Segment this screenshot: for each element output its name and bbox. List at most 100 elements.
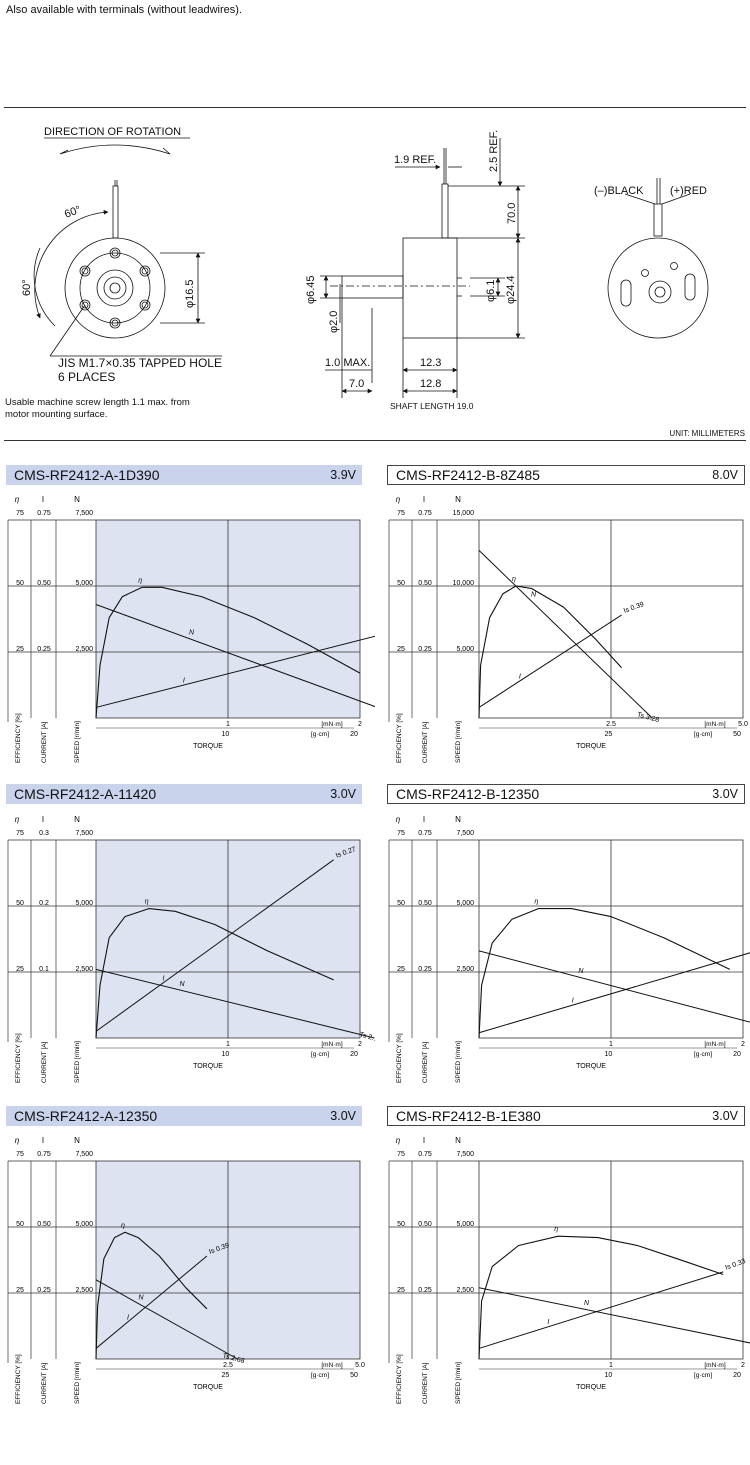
efficiency-axis-title: EFFICIENCY [%] <box>396 1033 403 1083</box>
efficiency-curve-label: η <box>145 899 149 906</box>
gcm-tick: 10 <box>221 731 229 738</box>
gcm-tick: 20 <box>733 1372 741 1379</box>
current-symbol: I <box>42 815 44 824</box>
characteristics-chart-3: η I N 75 0.3 7,500 50 0.2 5,000 25 0.1 2,500 EFFICIE… <box>7 815 375 1083</box>
speed-symbol: N <box>455 495 461 504</box>
eta-symbol: η <box>396 1136 401 1145</box>
direction-label: DIRECTION OF ROTATION <box>44 126 181 138</box>
mnm-tick: 1 <box>609 1362 613 1369</box>
mnm-unit: [mN·m] <box>321 1362 342 1369</box>
angle-left-label: 60° <box>21 279 33 296</box>
speed-line <box>478 950 750 1023</box>
efficiency-curve-label: η <box>534 899 538 906</box>
speed-line-label: N <box>531 592 537 599</box>
gcm-unit: [g·cm] <box>694 1372 712 1379</box>
speed-tick: 5,000 <box>75 900 93 907</box>
speed-axis-title: SPEED [r/min] <box>74 1362 81 1404</box>
efficiency-tick: 50 <box>16 1221 24 1228</box>
black-lead-label: (–)BLACK <box>594 185 644 197</box>
speed-tick: 2,500 <box>75 646 93 653</box>
speed-symbol: N <box>74 495 80 504</box>
gcm-unit: [g·cm] <box>311 1051 329 1058</box>
efficiency-tick: 25 <box>397 646 405 653</box>
efficiency-tick: 75 <box>397 1151 405 1158</box>
current-line <box>95 1255 208 1349</box>
voltage: 8.0V <box>712 468 738 482</box>
mnm-tick: 1 <box>226 1041 230 1048</box>
efficiency-curve <box>95 908 334 1039</box>
efficiency-tick: 25 <box>397 966 405 973</box>
efficiency-tick: 50 <box>397 1221 405 1228</box>
panel-header-6: CMS-RF2412-B-1E380 3.0V <box>387 1106 745 1126</box>
speed-axis-title: SPEED [r/min] <box>455 1041 462 1083</box>
speed-tick: 7,500 <box>75 830 93 837</box>
dim-6-1-label: φ6.1 <box>485 280 497 302</box>
efficiency-tick: 25 <box>16 966 24 973</box>
ref-2-5-label: 2.5 REF. <box>488 130 500 172</box>
red-lead-label: (+)RED <box>670 185 707 197</box>
torque-axis-title: TORQUE <box>576 1063 606 1070</box>
model-name: CMS-RF2412-A-1D390 <box>14 467 160 483</box>
voltage: 3.9V <box>330 468 356 482</box>
current-tick: 0.75 <box>418 1151 432 1158</box>
efficiency-tick: 25 <box>16 646 24 653</box>
current-tick: 0.50 <box>418 580 432 587</box>
current-tick: 0.50 <box>37 580 51 587</box>
current-axis-title: CURRENT [A] <box>422 721 429 763</box>
voltage: 3.0V <box>712 787 738 801</box>
gcm-tick: 10 <box>604 1051 612 1058</box>
efficiency-axis-title: EFFICIENCY [%] <box>15 1354 22 1404</box>
speed-axis-title: SPEED [r/min] <box>74 1041 81 1083</box>
speed-tick: 2,500 <box>75 966 93 973</box>
efficiency-tick: 50 <box>16 900 24 907</box>
current-axis-title: CURRENT [A] <box>422 1362 429 1404</box>
ref-1-9-label: 1.9 REF. <box>394 154 436 166</box>
mnm-unit: [mN·m] <box>321 721 342 728</box>
speed-line <box>95 968 375 1039</box>
current-tick: 0.50 <box>37 1221 51 1228</box>
current-tick: 0.75 <box>418 830 432 837</box>
mnm-tick: 2.5 <box>606 721 616 728</box>
eta-symbol: η <box>396 495 401 504</box>
model-name: CMS-RF2412-A-11420 <box>14 786 157 802</box>
speed-tick: 7,500 <box>456 830 474 837</box>
speed-symbol: N <box>455 815 461 824</box>
current-tick: 0.25 <box>418 646 432 653</box>
dim-2-0-label: φ2.0 <box>328 311 340 333</box>
efficiency-tick: 75 <box>16 510 24 517</box>
current-line-label: I <box>572 997 574 1004</box>
gcm-unit: [g·cm] <box>694 731 712 738</box>
current-line <box>95 635 375 708</box>
current-axis-title: CURRENT [A] <box>422 1041 429 1083</box>
torque-axis-title: TORQUE <box>576 743 606 750</box>
speed-axis-title: SPEED [r/min] <box>74 721 81 763</box>
mnm-tick: 5.0 <box>355 1362 365 1369</box>
current-tick: 0.75 <box>37 1151 51 1158</box>
efficiency-curve-label: η <box>554 1226 558 1233</box>
model-name: CMS-RF2412-B-1E380 <box>396 1108 541 1124</box>
current-tick: 0.75 <box>418 510 432 517</box>
gcm-tick: 25 <box>221 1372 229 1379</box>
voltage: 3.0V <box>330 787 356 801</box>
eta-symbol: η <box>15 495 20 504</box>
speed-line <box>478 550 653 719</box>
mnm-tick: 2 <box>358 721 362 728</box>
current-line <box>478 952 750 1034</box>
speed-line-label: N <box>578 968 584 975</box>
mnm-unit: [mN·m] <box>704 721 725 728</box>
speed-tick: 5,000 <box>456 646 474 653</box>
dia-16-5-label: φ16.5 <box>184 279 196 308</box>
efficiency-axis-title: EFFICIENCY [%] <box>15 1033 22 1083</box>
top-note: Also available with terminals (without l… <box>6 4 242 16</box>
current-symbol: I <box>423 495 425 504</box>
speed-tick: 7,500 <box>456 1151 474 1158</box>
speed-line <box>95 1279 238 1360</box>
dim-12-3-label: 12.3 <box>420 357 441 369</box>
mnm-unit: [mN·m] <box>321 1041 342 1048</box>
current-line-label: I <box>547 1319 549 1326</box>
mnm-tick: 1 <box>609 1041 613 1048</box>
speed-line-label: N <box>180 981 186 988</box>
angle-top-label: 60° <box>63 204 83 221</box>
efficiency-curve <box>95 1231 208 1360</box>
motor-drawing: DIRECTION OF ROTATION <box>5 126 745 438</box>
